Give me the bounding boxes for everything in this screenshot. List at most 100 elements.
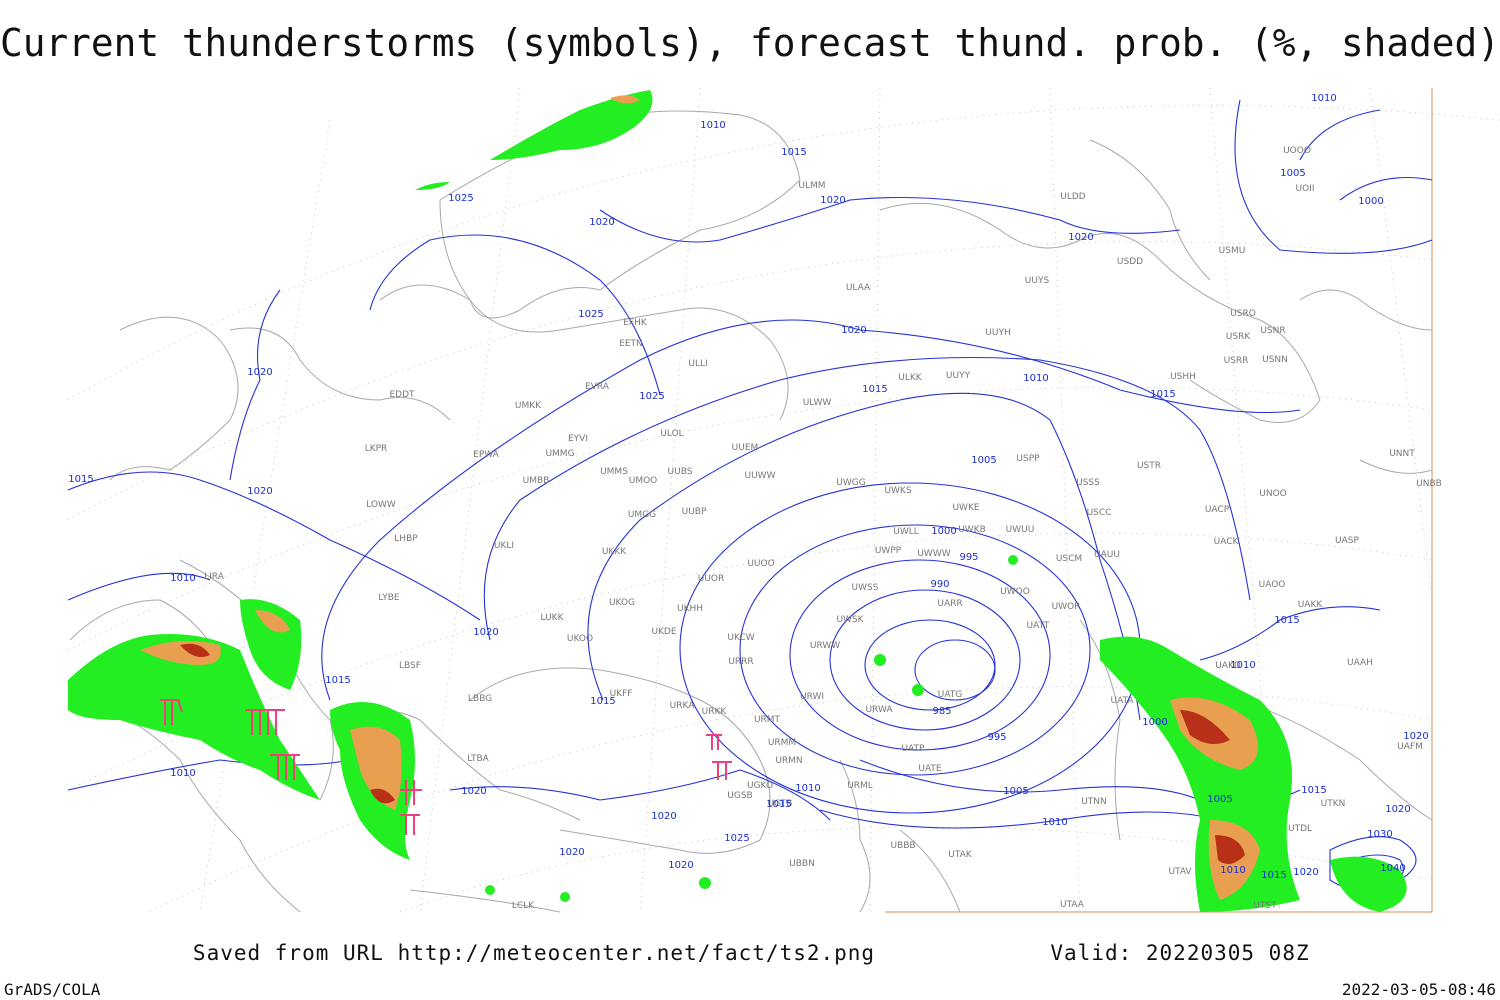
station-label: UBBB xyxy=(890,841,915,851)
isobar-label: 1020 xyxy=(668,860,693,871)
station-label: ULKK xyxy=(898,373,923,383)
station-label: LBSF xyxy=(399,661,421,671)
station-label: UKDE xyxy=(651,627,676,637)
isobar-label: 1020 xyxy=(820,195,845,206)
station-label: UWKS xyxy=(884,486,911,496)
station-label: USPP xyxy=(1016,454,1040,464)
station-label: UTST xyxy=(1253,901,1277,911)
isobar-label: 1020 xyxy=(841,325,866,336)
station-labels: ULMM ULAA UUYS ULDD USDD USMU UOII UOOO USRO USRK… xyxy=(204,146,1442,911)
station-label: UUYS xyxy=(1025,276,1050,286)
station-label: EPWA xyxy=(473,450,500,460)
station-label: UTAA xyxy=(1060,900,1085,910)
station-label: UUBP xyxy=(682,507,707,517)
isobar-label: 1020 xyxy=(1293,867,1318,878)
station-label: UMOO xyxy=(629,476,658,486)
station-label: LTBA xyxy=(467,754,489,764)
station-label: USTR xyxy=(1137,461,1161,471)
station-label: EETN xyxy=(619,339,643,349)
station-label: URKK xyxy=(702,707,728,717)
station-label: UMGG xyxy=(628,510,656,520)
station-label: UWSS xyxy=(852,583,879,593)
station-label: UKOG xyxy=(609,598,635,608)
station-label: USHH xyxy=(1170,372,1196,382)
station-label: UATE xyxy=(918,764,942,774)
isobar-label: 1010 xyxy=(170,573,195,584)
isobar-label: 1005 xyxy=(1003,786,1028,797)
station-label: UKLI xyxy=(494,541,514,551)
station-label: UATP xyxy=(902,744,926,754)
station-label: UACP xyxy=(1205,505,1230,515)
station-label: UUYH xyxy=(985,328,1010,338)
isobar-label: 1015 xyxy=(590,696,615,707)
probability-shading xyxy=(68,90,1407,912)
station-label: URRR xyxy=(728,657,753,667)
station-label: USMU xyxy=(1219,246,1246,256)
station-label: UARR xyxy=(937,599,962,609)
station-label: LCLK xyxy=(512,901,535,911)
timestamp: 2022-03-05-08:46 xyxy=(1342,980,1496,999)
isobar-label: 1015 xyxy=(325,675,350,686)
station-label: USRR xyxy=(1224,356,1249,366)
isobar-label: 1020 xyxy=(1385,804,1410,815)
station-label: USRO xyxy=(1230,309,1256,319)
station-label: UATA xyxy=(1110,696,1134,706)
station-label: UGSB xyxy=(727,791,752,801)
isobar-label: 1020 xyxy=(473,627,498,638)
isobar-label: 1010 xyxy=(700,120,725,131)
isobar-label: 1005 xyxy=(971,455,996,466)
station-label: UACK xyxy=(1214,537,1240,547)
valid-time: Valid: 20220305 08Z xyxy=(1050,941,1309,965)
isobar-label: 1020 xyxy=(247,486,272,497)
isobar-label: 1020 xyxy=(651,811,676,822)
station-label: URML xyxy=(847,781,873,791)
station-label: LYBE xyxy=(378,593,399,603)
isobar-label: 1015 xyxy=(781,147,806,158)
station-label: USNR xyxy=(1260,326,1285,336)
station-label: UTNN xyxy=(1081,797,1107,807)
station-label: UNBB xyxy=(1416,479,1442,489)
station-label: LHBP xyxy=(394,534,418,544)
station-label: UTDL xyxy=(1288,824,1312,834)
station-label: USDD xyxy=(1117,257,1143,267)
isobar-label: 1040 xyxy=(1380,863,1405,874)
station-label: UUYY xyxy=(946,371,971,381)
isobar-label: 1005 xyxy=(1207,794,1232,805)
isobar-label: 1000 xyxy=(1142,717,1167,728)
station-label: UTAK xyxy=(948,850,973,860)
isobar-label: 1015 xyxy=(766,799,791,810)
station-label: UMMS xyxy=(600,467,628,477)
station-label: USCM xyxy=(1056,554,1082,564)
station-label: UKCW xyxy=(727,633,754,643)
station-label: USSS xyxy=(1076,478,1100,488)
isobar-label: 1010 xyxy=(1220,865,1245,876)
station-label: UAAH xyxy=(1347,658,1373,668)
graticule xyxy=(67,87,1500,913)
station-label: LUKK xyxy=(541,613,565,623)
isobar-label: 1020 xyxy=(1068,232,1093,243)
station-label: UWSK xyxy=(836,615,864,625)
isobar-label: 1015 xyxy=(1150,389,1175,400)
station-label: URMN xyxy=(775,756,802,766)
station-label: UWPP xyxy=(875,546,902,556)
station-label: UWLL xyxy=(893,527,919,537)
station-label: LIRA xyxy=(204,572,225,582)
thunderstorm-symbols xyxy=(160,699,732,835)
isobar-label: 1020 xyxy=(461,786,486,797)
isobars xyxy=(67,99,1433,891)
isobar-label: 1025 xyxy=(448,193,473,204)
station-label: ULWW xyxy=(803,398,832,408)
station-label: UOOO xyxy=(1283,146,1311,156)
station-label: UASP xyxy=(1335,536,1359,546)
isobar-label: 1015 xyxy=(1301,785,1326,796)
station-label: URWA xyxy=(865,705,893,715)
isobar-label: 1005 xyxy=(1280,168,1305,179)
station-label: UKFF xyxy=(610,689,633,699)
station-label: UWOR xyxy=(1052,602,1081,612)
isobar-label: 1020 xyxy=(559,847,584,858)
software-credit: GrADS/COLA xyxy=(4,980,101,999)
isobar-label: 1020 xyxy=(589,217,614,228)
isobar-label: 1025 xyxy=(724,833,749,844)
station-label: UWKE xyxy=(952,503,979,513)
